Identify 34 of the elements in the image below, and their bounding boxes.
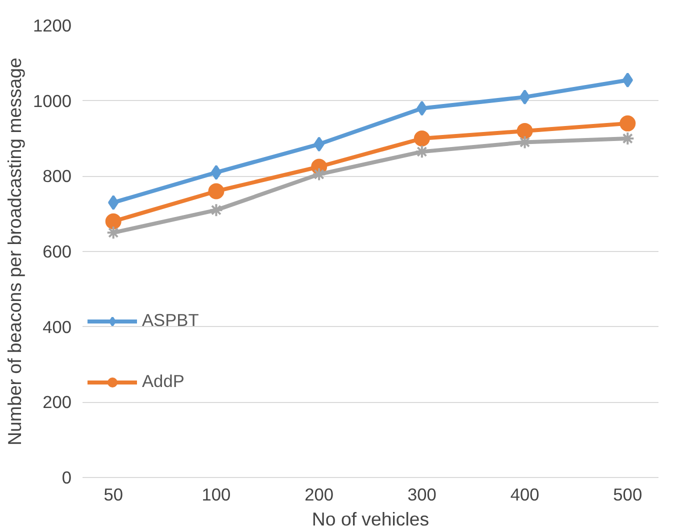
point [108, 195, 119, 210]
point [208, 183, 224, 200]
y-tick-label: 200 [42, 392, 72, 412]
x-tick-label: 300 [407, 484, 436, 504]
x-tick-label: 200 [304, 484, 334, 504]
point [622, 72, 633, 88]
point [414, 130, 430, 146]
x-tick-label: 500 [613, 484, 642, 504]
y-tick-label: 1200 [32, 16, 72, 36]
y-tick-label: 1000 [32, 90, 72, 111]
legend-label: ASPBT [142, 310, 199, 331]
point [312, 167, 326, 182]
point [516, 122, 533, 139]
x-axis-title: No of vehicles [312, 508, 430, 530]
point [414, 144, 429, 159]
point [518, 135, 532, 150]
y-tick-label: 600 [42, 242, 72, 262]
point [620, 132, 635, 146]
y-tick-label: 800 [42, 166, 72, 186]
point [210, 164, 222, 180]
x-tick-label: 50 [104, 484, 123, 504]
y-tick-label: 400 [42, 316, 72, 337]
point [105, 213, 122, 230]
point [620, 115, 636, 132]
point [519, 90, 530, 105]
point [106, 226, 120, 240]
x-tick-label: 100 [202, 484, 231, 504]
x-tick-label: 400 [510, 484, 540, 504]
point [416, 100, 428, 116]
point [209, 203, 224, 218]
legend-label: AddP [142, 371, 184, 392]
point [314, 136, 324, 152]
y-axis-title: Number of beacons per broadcasting message [4, 58, 25, 446]
y-tick-label: 0 [62, 468, 72, 488]
